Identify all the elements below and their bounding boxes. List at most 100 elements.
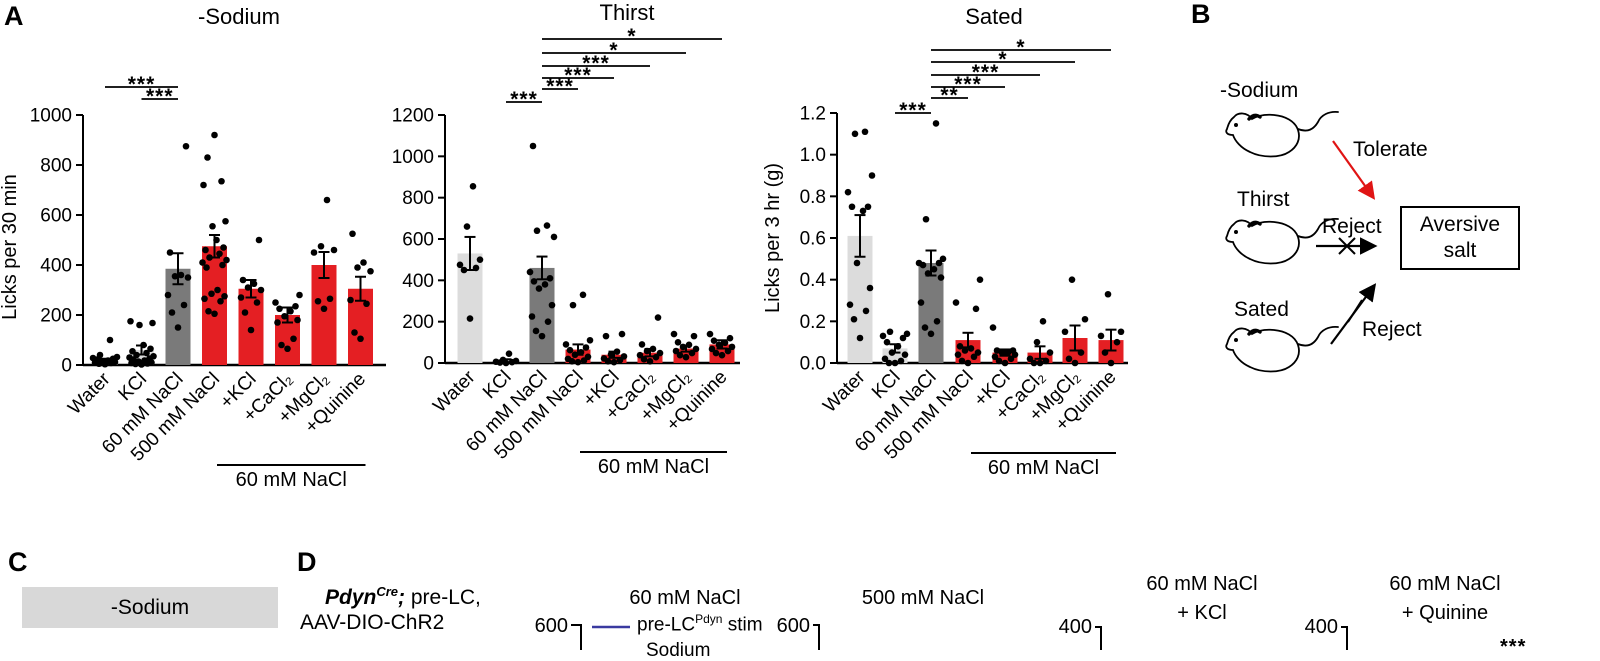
d-chart3-ymax: 400 xyxy=(1058,616,1092,638)
data-point xyxy=(274,319,281,326)
data-point xyxy=(562,341,570,348)
data-point xyxy=(255,236,263,244)
data-point xyxy=(544,318,552,325)
panel-a-charts: -Sodium Licks per 30 min 0 200 400 600 800 1000… xyxy=(0,0,1128,491)
significance-stars: *** xyxy=(582,52,610,75)
data-point xyxy=(1046,349,1054,356)
data-point xyxy=(136,321,143,329)
data-point xyxy=(476,256,484,263)
data-point xyxy=(571,351,579,359)
y-tick-label: 200 xyxy=(402,312,434,333)
data-point xyxy=(239,276,247,284)
data-point xyxy=(715,341,723,349)
data-point xyxy=(972,305,980,313)
data-point xyxy=(469,183,477,190)
data-point xyxy=(541,281,549,288)
data-point xyxy=(930,265,938,273)
data-point xyxy=(726,334,734,342)
data-point xyxy=(492,358,500,366)
data-point xyxy=(939,255,947,263)
data-point xyxy=(868,172,876,179)
data-point xyxy=(456,261,464,269)
data-point xyxy=(672,347,680,355)
data-point xyxy=(272,299,279,306)
data-point xyxy=(206,254,213,261)
data-point xyxy=(866,284,874,292)
data-point xyxy=(89,354,97,362)
y-tick-label: 0 xyxy=(61,356,72,377)
data-point xyxy=(278,341,285,349)
data-point xyxy=(856,334,864,342)
tolerate-arrow xyxy=(1332,140,1376,200)
data-point xyxy=(140,341,147,349)
y-tick-label: 0.6 xyxy=(800,229,826,250)
data-point xyxy=(200,181,207,189)
data-point xyxy=(961,347,969,354)
data-point xyxy=(463,223,471,230)
c-sodium-bar-label: -Sodium xyxy=(110,596,190,619)
data-point xyxy=(214,286,221,294)
bar-+KCl xyxy=(992,352,1018,363)
data-point xyxy=(924,270,932,277)
significance-stars: *** xyxy=(146,85,174,108)
data-point xyxy=(685,341,693,349)
data-point xyxy=(211,310,218,318)
data-point xyxy=(922,215,930,223)
data-point xyxy=(290,335,297,343)
data-point xyxy=(499,356,507,364)
data-point xyxy=(976,276,984,283)
legend-stim-pre: pre-LC xyxy=(637,614,696,636)
data-point xyxy=(638,341,646,348)
data-point xyxy=(646,358,654,365)
d-chart1-axis xyxy=(571,624,582,650)
data-point xyxy=(460,266,468,274)
chart-title: -Sodium xyxy=(198,4,280,29)
data-point xyxy=(636,351,644,359)
significance-stars: * xyxy=(1016,36,1025,59)
data-point xyxy=(674,339,682,346)
data-point xyxy=(360,259,367,266)
data-point xyxy=(257,286,265,294)
data-point xyxy=(543,222,551,229)
data-point xyxy=(287,307,294,315)
data-point xyxy=(1071,359,1079,367)
data-point xyxy=(885,359,893,367)
data-point xyxy=(566,346,574,354)
data-point xyxy=(679,343,687,351)
x-category-label: Water xyxy=(819,366,870,417)
panel-b-graphic xyxy=(1224,110,1378,374)
data-point xyxy=(349,230,356,238)
y-tick-label: 1.2 xyxy=(800,104,826,125)
data-point xyxy=(995,357,1003,365)
data-point xyxy=(932,120,940,127)
data-point xyxy=(204,154,211,161)
significance-stars: * xyxy=(627,25,636,48)
data-point xyxy=(218,177,225,185)
data-point xyxy=(899,334,907,342)
data-point xyxy=(505,350,513,358)
data-point xyxy=(610,358,618,366)
data-point xyxy=(724,347,732,355)
bar-+KCl xyxy=(601,354,627,363)
significance-stars: *** xyxy=(510,88,538,111)
data-point xyxy=(538,332,546,340)
data-point xyxy=(363,300,370,308)
c-sodium-bar: -Sodium xyxy=(22,587,278,628)
significance-stars: *** xyxy=(899,99,927,122)
data-point xyxy=(574,358,582,366)
d-legend-stim: pre-LCPdyn stim xyxy=(637,613,763,634)
data-point xyxy=(143,349,150,357)
y-tick-label: 1000 xyxy=(392,147,434,168)
data-point xyxy=(1077,349,1085,356)
significance-stars: ** xyxy=(940,84,958,107)
y-tick-label: 600 xyxy=(402,230,434,251)
chart-title: Thirst xyxy=(600,0,655,25)
data-point xyxy=(881,355,889,363)
data-point xyxy=(688,349,696,357)
significance-stars: *** xyxy=(128,73,156,96)
data-point xyxy=(1097,332,1105,340)
y-tick-label: 400 xyxy=(40,256,72,277)
data-point xyxy=(613,348,621,355)
y-tick-label: 800 xyxy=(40,156,72,177)
